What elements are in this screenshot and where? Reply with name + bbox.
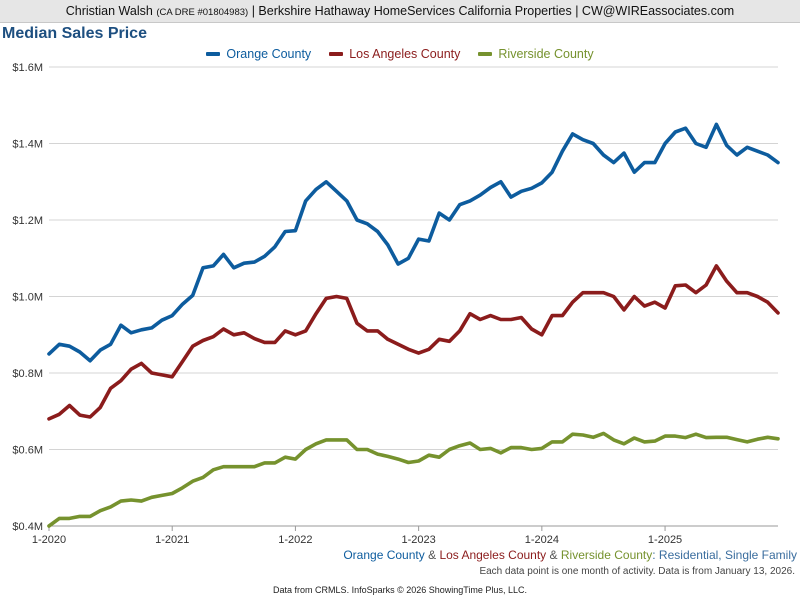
agent-brokerage: | Berkshire Hathaway HomeServices Califo… bbox=[251, 4, 735, 18]
data-credit: Data from CRMLS. InfoSparks © 2026 Showi… bbox=[273, 585, 527, 595]
agent-name: Christian Walsh bbox=[65, 4, 153, 18]
series-line-orange-county bbox=[47, 122, 780, 363]
legend-label: Riverside County bbox=[498, 47, 594, 61]
x-tick-label: 1-2021 bbox=[155, 534, 189, 546]
line-chart: $0.4M $0.6M $0.8M $1.0M $1.2M $1.4M $1.6M 1-20… bbox=[12, 62, 780, 546]
x-tick-label: 1-2023 bbox=[402, 534, 436, 546]
y-axis: $0.4M $0.6M $0.8M $1.0M $1.2M $1.4M $1.6M bbox=[12, 62, 43, 533]
agent-banner: Christian Walsh (CA DRE #01804983) | Ber… bbox=[0, 0, 800, 23]
subtitle-separator: & bbox=[428, 548, 437, 562]
data-footnote: Each data point is one month of activity… bbox=[479, 566, 795, 577]
y-tick-label: $1.4M bbox=[12, 139, 43, 151]
agent-license: (CA DRE #01804983) bbox=[156, 7, 249, 18]
subtitle-los-angeles-county: Los Angeles County bbox=[439, 548, 547, 562]
x-tick-label: 1-2025 bbox=[648, 534, 682, 546]
legend-label: Orange County bbox=[226, 47, 312, 61]
y-tick-label: $1.2M bbox=[12, 215, 43, 227]
chart-legend: Orange County Los Angeles County Riverside… bbox=[0, 45, 800, 63]
legend-item-orange-county: Orange County bbox=[206, 47, 311, 61]
subtitle-orange-county: Orange County bbox=[343, 548, 425, 562]
legend-item-los-angeles-county: Los Angeles County bbox=[329, 47, 460, 61]
x-tick-label: 1-2024 bbox=[525, 534, 559, 546]
x-axis: 1-2020 1-2021 1-2022 1-2023 1-2024 1-2025 bbox=[32, 525, 778, 546]
legend-swatch bbox=[329, 52, 344, 56]
subtitle-separator: & bbox=[549, 548, 558, 562]
subtitle-riverside-county: Riverside County bbox=[560, 548, 653, 562]
chart-title: Median Sales Price bbox=[2, 25, 147, 42]
subtitle-property-type: : Residential, Single Family bbox=[652, 548, 797, 562]
x-tick-label: 1-2020 bbox=[32, 534, 66, 546]
legend-swatch bbox=[478, 52, 493, 56]
series-line-los-angeles-county bbox=[47, 264, 780, 421]
legend-swatch bbox=[206, 52, 221, 56]
y-tick-label: $1.0M bbox=[12, 292, 43, 304]
y-tick-label: $0.6M bbox=[12, 445, 43, 457]
series-lines bbox=[47, 122, 780, 528]
y-tick-label: $0.4M bbox=[12, 521, 43, 533]
legend-label: Los Angeles County bbox=[349, 47, 461, 61]
y-tick-label: $1.6M bbox=[12, 62, 43, 74]
y-tick-label: $0.8M bbox=[12, 368, 43, 380]
chart-subtitle: Orange County & Los Angeles County & Riv… bbox=[343, 548, 797, 562]
legend-item-riverside-county: Riverside County bbox=[478, 47, 594, 61]
series-line-riverside-county bbox=[47, 431, 780, 528]
x-tick-label: 1-2022 bbox=[278, 534, 312, 546]
